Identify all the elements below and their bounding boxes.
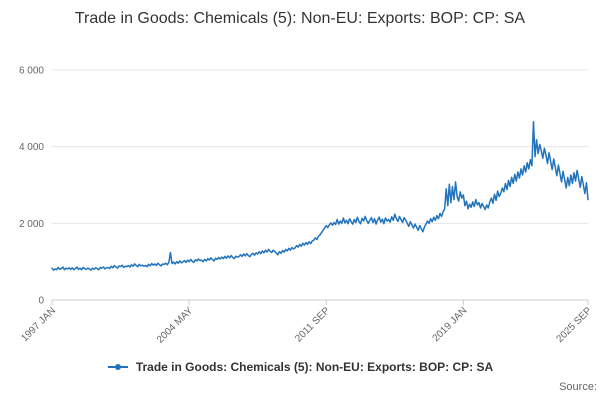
- legend-label: Trade in Goods: Chemicals (5): Non-EU: E…: [135, 360, 494, 374]
- y-axis-label: 6 000: [19, 66, 44, 77]
- chart-svg: 0 2 000 4 000 6 000 1997 JAN 2004 MAY 2011 SEP…: [19, 66, 594, 346]
- source-note: Source:: [559, 381, 597, 393]
- x-axis-label: 2019 JAN: [431, 305, 470, 344]
- x-axis-label: 2004 MAY: [155, 305, 196, 346]
- chart-title: Trade in Goods: Chemicals (5): Non-EU: E…: [74, 10, 526, 27]
- legend-item[interactable]: Trade in Goods: Chemicals (5): Non-EU: E…: [107, 360, 493, 374]
- series-line: [51, 121, 589, 271]
- x-axis-label: 1997 JAN: [19, 305, 58, 344]
- legend-line-marker-icon: [107, 364, 128, 370]
- legend-marker-dot: [114, 364, 121, 370]
- y-axis-label: 0: [38, 296, 44, 307]
- legend: Trade in Goods: Chemicals (5): Non-EU: E…: [0, 360, 600, 374]
- x-axis-label: 2025 SEP: [554, 305, 594, 345]
- y-axis-label: 4 000: [19, 142, 44, 153]
- x-axis-label: 2011 SEP: [293, 305, 332, 344]
- y-axis-label: 2 000: [19, 219, 44, 230]
